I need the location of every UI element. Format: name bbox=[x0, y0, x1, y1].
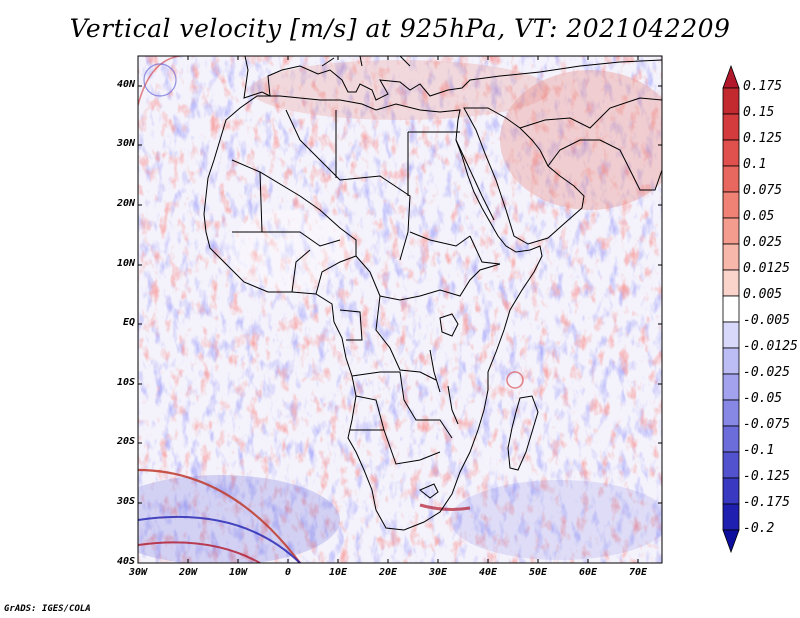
colorbar-label: 0.025 bbox=[743, 235, 782, 250]
colorbar-label: 0.1 bbox=[743, 157, 766, 172]
lat-label-40n: 40N bbox=[95, 79, 135, 90]
colorbar-label: -0.025 bbox=[743, 365, 790, 380]
lon-label-30e: 30E bbox=[418, 567, 458, 578]
colorbar-label: -0.05 bbox=[743, 391, 782, 406]
colorbar-label: -0.175 bbox=[743, 495, 790, 510]
colorbar-label: -0.1 bbox=[743, 443, 774, 458]
lon-label-20e: 20E bbox=[368, 567, 408, 578]
colorbar-label: 0.175 bbox=[743, 79, 782, 94]
lon-label-30w: 30W bbox=[118, 567, 158, 578]
colorbar-swatch bbox=[723, 296, 739, 322]
colorbar-label: 0.05 bbox=[743, 209, 774, 224]
map-canvas bbox=[0, 0, 800, 618]
lon-label-70e: 70E bbox=[618, 567, 658, 578]
colorbar-swatch bbox=[723, 218, 739, 244]
lon-label-0: 0 bbox=[268, 567, 308, 578]
grads-credit: GrADS: IGES/COLA bbox=[4, 604, 91, 614]
colorbar-swatch bbox=[723, 400, 739, 426]
colorbar-swatch bbox=[723, 374, 739, 400]
lon-label-10w: 10W bbox=[218, 567, 258, 578]
colorbar-swatch bbox=[723, 244, 739, 270]
lon-label-20w: 20W bbox=[168, 567, 208, 578]
colorbar-label: -0.075 bbox=[743, 417, 790, 432]
colorbar-swatch bbox=[723, 270, 739, 296]
colorbar-label: -0.2 bbox=[743, 521, 774, 536]
colorbar-label: -0.125 bbox=[743, 469, 790, 484]
lat-label-30n: 30N bbox=[95, 138, 135, 149]
colorbar-swatch bbox=[723, 530, 739, 552]
lon-label-10e: 10E bbox=[318, 567, 358, 578]
colorbar-swatch bbox=[723, 192, 739, 218]
colorbar-label: 0.0125 bbox=[743, 261, 790, 276]
colorbar-swatch bbox=[723, 166, 739, 192]
colorbar-label: -0.005 bbox=[743, 313, 790, 328]
vertical-velocity-field bbox=[100, 56, 680, 565]
lat-label-20s: 20S bbox=[95, 436, 135, 447]
colorbar-label: -0.0125 bbox=[743, 339, 798, 354]
colorbar-swatch bbox=[723, 88, 739, 114]
colorbar-swatch bbox=[723, 426, 739, 452]
lat-label-40s: 40S bbox=[95, 556, 135, 567]
colorbar-swatch bbox=[723, 504, 739, 530]
colorbar-swatch bbox=[723, 322, 739, 348]
colorbar-swatch bbox=[723, 348, 739, 374]
colorbar-label: 0.075 bbox=[743, 183, 782, 198]
lat-label-10s: 10S bbox=[95, 377, 135, 388]
colorbar-label: 0.005 bbox=[743, 287, 782, 302]
colorbar-swatch bbox=[723, 114, 739, 140]
lat-label-20n: 20N bbox=[95, 198, 135, 209]
colorbar-swatch bbox=[723, 140, 739, 166]
colorbar-swatch bbox=[723, 478, 739, 504]
lon-label-60e: 60E bbox=[568, 567, 608, 578]
colorbar-label: 0.125 bbox=[743, 131, 782, 146]
colorbar bbox=[723, 66, 739, 552]
lat-label-10n: 10N bbox=[95, 258, 135, 269]
colorbar-swatch bbox=[723, 66, 739, 88]
colorbar-swatch bbox=[723, 452, 739, 478]
lon-label-50e: 50E bbox=[518, 567, 558, 578]
colorbar-label: 0.15 bbox=[743, 105, 774, 120]
lat-label-30s: 30S bbox=[95, 496, 135, 507]
lon-label-40e: 40E bbox=[468, 567, 508, 578]
lat-label-eq: EQ bbox=[95, 317, 135, 328]
